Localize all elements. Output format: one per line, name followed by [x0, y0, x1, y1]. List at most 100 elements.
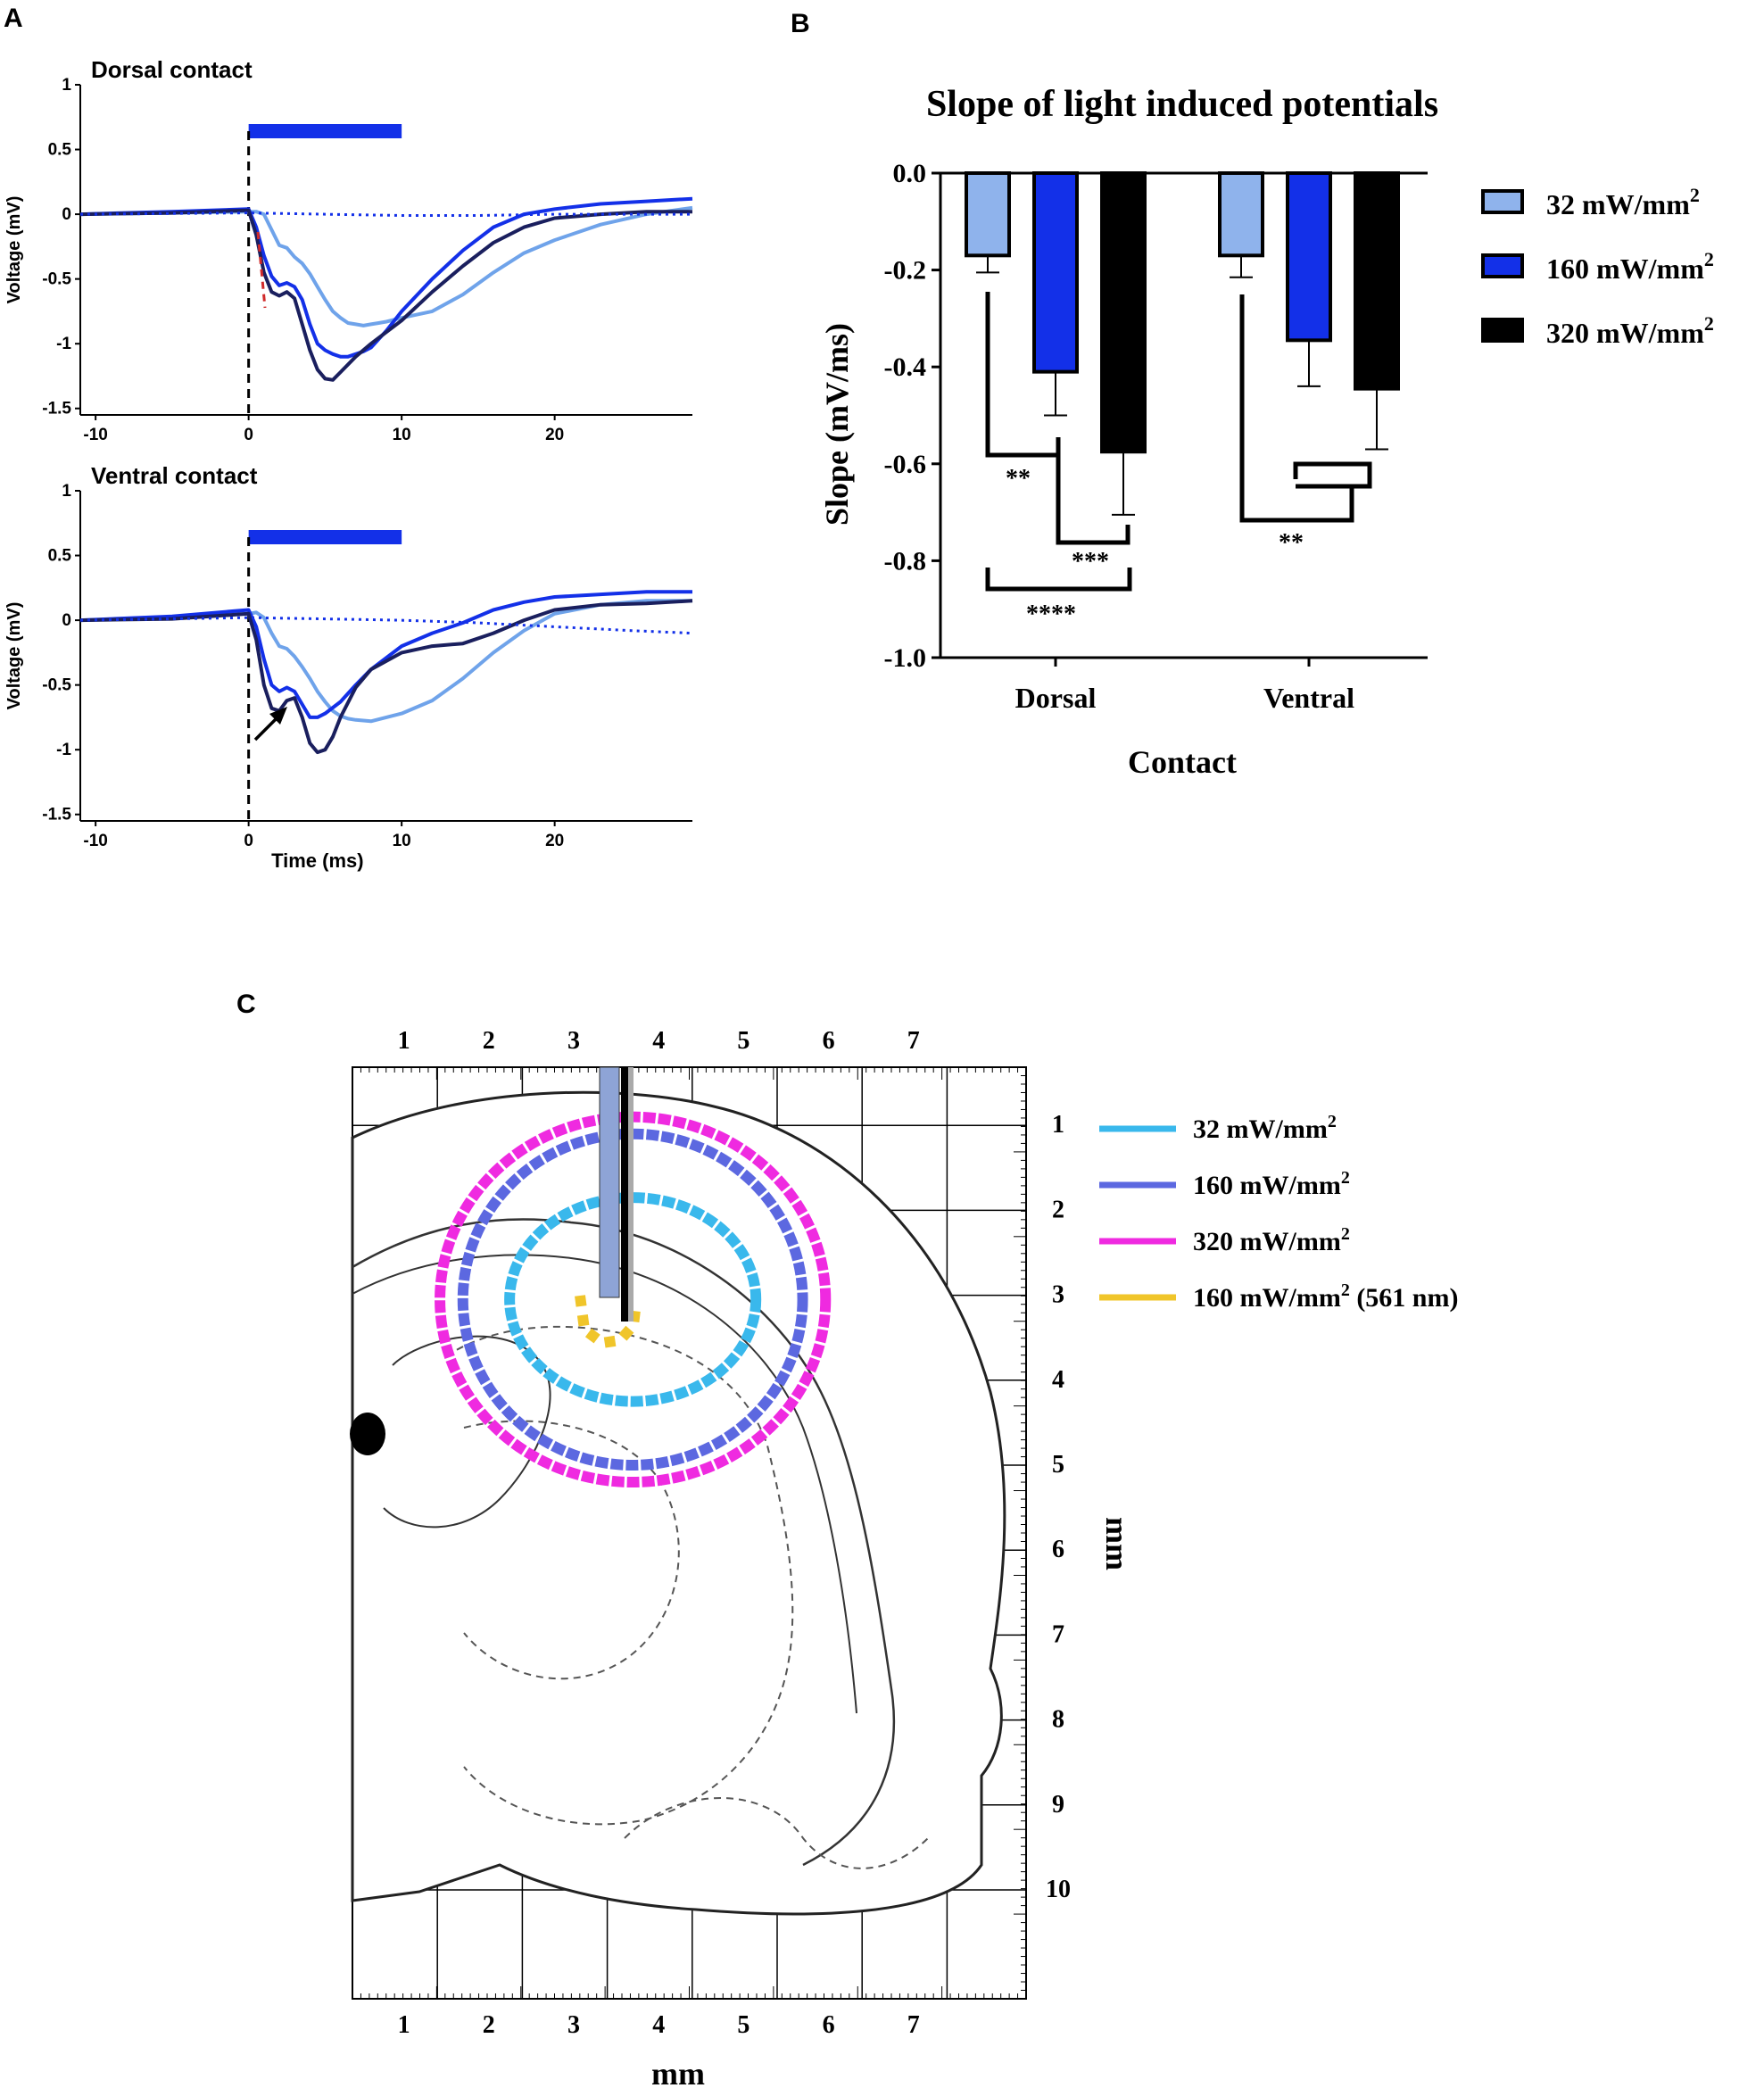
x-tick-label: 10	[393, 832, 411, 850]
sig-label: ***	[1072, 548, 1109, 576]
y-axis-label: Voltage (mV)	[4, 196, 24, 304]
sig-label: **	[1006, 465, 1031, 493]
bar	[965, 171, 1011, 258]
y-tick-label: 0	[62, 611, 71, 630]
legend-label: 320 mW/mm2	[1546, 312, 1714, 349]
y-tick-label: -1	[56, 741, 71, 759]
y-tick-label: 1	[62, 482, 71, 501]
legend-swatch	[1481, 189, 1524, 214]
right-tick-label: 5	[1052, 1451, 1064, 1479]
x-tick-label: 20	[545, 832, 564, 850]
y-tick-label: -0.8	[884, 546, 927, 576]
panel-label-a: A	[4, 4, 23, 33]
trace-32-mw-mm2	[79, 599, 692, 724]
x-tick-label: -10	[83, 832, 107, 850]
bar	[1218, 171, 1264, 258]
right-tick-label: 10	[1046, 1876, 1071, 1903]
arrow-icon	[253, 707, 287, 742]
legend-sup: 2	[1690, 184, 1700, 206]
x-tick-label: 0	[244, 426, 253, 444]
right-tick-label: 2	[1052, 1196, 1064, 1223]
plot-title: Ventral contact	[91, 462, 258, 489]
legend-label: 32 mW/mm2	[1546, 184, 1700, 220]
bar	[1286, 171, 1332, 343]
trace-32-mw-mm2	[79, 205, 693, 327]
y-tick-label: -1.5	[42, 806, 71, 824]
bar	[1032, 171, 1079, 374]
stimulus-bar	[248, 530, 402, 544]
category-label: Dorsal	[1015, 682, 1097, 714]
x-axis-label: mm	[651, 2056, 705, 2088]
stimulus-bar	[248, 124, 402, 138]
brain-section-diagram: 1 2 3 4 5 6 7 1 2 3 4 5 6 7 1 2 3 4 5 6 7 8 9 10 mm mm 32 mW/mm2 16…	[350, 1027, 1458, 2088]
trace-320-mw-mm2	[79, 208, 692, 382]
legend-suffix: (561 nm)	[1350, 1283, 1459, 1313]
y-tick-label: 1	[62, 76, 71, 95]
legend-label: 160 mW/mm2	[1193, 1168, 1350, 1200]
bottom-tick-label: 2	[483, 2011, 495, 2039]
bottom-tick-label: 1	[398, 2011, 410, 2039]
top-tick-label: 6	[823, 1027, 835, 1055]
x-axis-label: Time (ms)	[271, 849, 364, 872]
bar	[1100, 171, 1147, 454]
right-tick-label: 8	[1052, 1706, 1064, 1734]
trace-160-mw-mm2	[79, 196, 693, 359]
y-tick-label: -0.4	[884, 352, 927, 382]
x-tick-label: -10	[83, 426, 107, 444]
chart-title: Slope of light induced potentials	[926, 84, 1438, 125]
ventricle-mark	[350, 1413, 385, 1455]
right-tick-label: 1	[1052, 1111, 1064, 1139]
top-tick-label: 2	[483, 1027, 495, 1055]
right-tick-label: 4	[1052, 1366, 1064, 1394]
right-tick-label: 3	[1052, 1281, 1064, 1309]
panel-label-c: C	[236, 990, 256, 1019]
y-axis-label: Voltage (mV)	[4, 602, 24, 710]
y-tick-label: 0.5	[48, 141, 72, 160]
panel-label-b: B	[791, 9, 810, 38]
category-label: Ventral	[1263, 682, 1354, 714]
bottom-tick-label: 5	[737, 2011, 749, 2039]
y-axis-label: Slope (mV/ms)	[819, 323, 855, 526]
y-tick-label: 0.5	[48, 547, 72, 566]
trace-561-nm-control	[79, 211, 692, 217]
bottom-tick-label: 4	[652, 2011, 665, 2039]
y-tick-label: -1	[56, 335, 71, 353]
legend-sup: 2	[1341, 1224, 1350, 1244]
y-tick-label: -1.0	[884, 643, 927, 673]
top-tick-label: 7	[907, 1027, 920, 1055]
right-tick-label: 6	[1052, 1536, 1064, 1563]
y-axis-label: mm	[1099, 1517, 1135, 1570]
sig-bracket	[1056, 455, 1130, 545]
x-axis-label: Contact	[1128, 744, 1237, 780]
legend-sup: 2	[1341, 1168, 1350, 1188]
trace-160-mw-mm2	[79, 590, 692, 719]
bottom-tick-label: 3	[567, 2011, 580, 2039]
dorsal-contact-plot: Dorsal contact 1 0.5 0 -0.5 -1 -1.5 -10 0 10 20 Vol…	[4, 56, 693, 444]
hippocampus-line	[383, 1335, 551, 1529]
electrode-probe	[621, 1067, 628, 1322]
slope-bar-chart: Slope of light induced potentials 0.0 -0.2…	[819, 84, 1714, 780]
legend-label: 32 mW/mm2	[1193, 1112, 1337, 1144]
top-tick-label: 5	[737, 1027, 749, 1055]
y-tick-label: 0.0	[893, 159, 927, 188]
top-tick-label: 1	[398, 1027, 410, 1055]
y-tick-label: 0	[62, 205, 71, 224]
sig-label: **	[1279, 529, 1304, 557]
y-tick-label: -0.2	[884, 256, 927, 286]
right-tick-label: 9	[1052, 1791, 1064, 1819]
plot-title: Dorsal contact	[91, 56, 253, 83]
corpus-callosum-line	[352, 1218, 896, 1867]
legend-swatch	[1481, 318, 1524, 343]
legend-sup: 2	[1704, 312, 1714, 335]
legend-label: 160 mW/mm2	[1546, 248, 1714, 285]
electrode-shadow	[628, 1067, 634, 1322]
sig-bracket	[985, 292, 1061, 458]
trace-320-mw-mm2	[79, 599, 693, 755]
dashed-region	[445, 1325, 794, 1826]
sig-bracket	[1239, 294, 1354, 523]
legend-label: 160 mW/mm2 (561 nm)	[1193, 1280, 1458, 1313]
optical-fiber	[599, 1066, 620, 1298]
top-tick-label: 4	[652, 1027, 665, 1055]
y-tick-label: -0.5	[42, 676, 71, 695]
